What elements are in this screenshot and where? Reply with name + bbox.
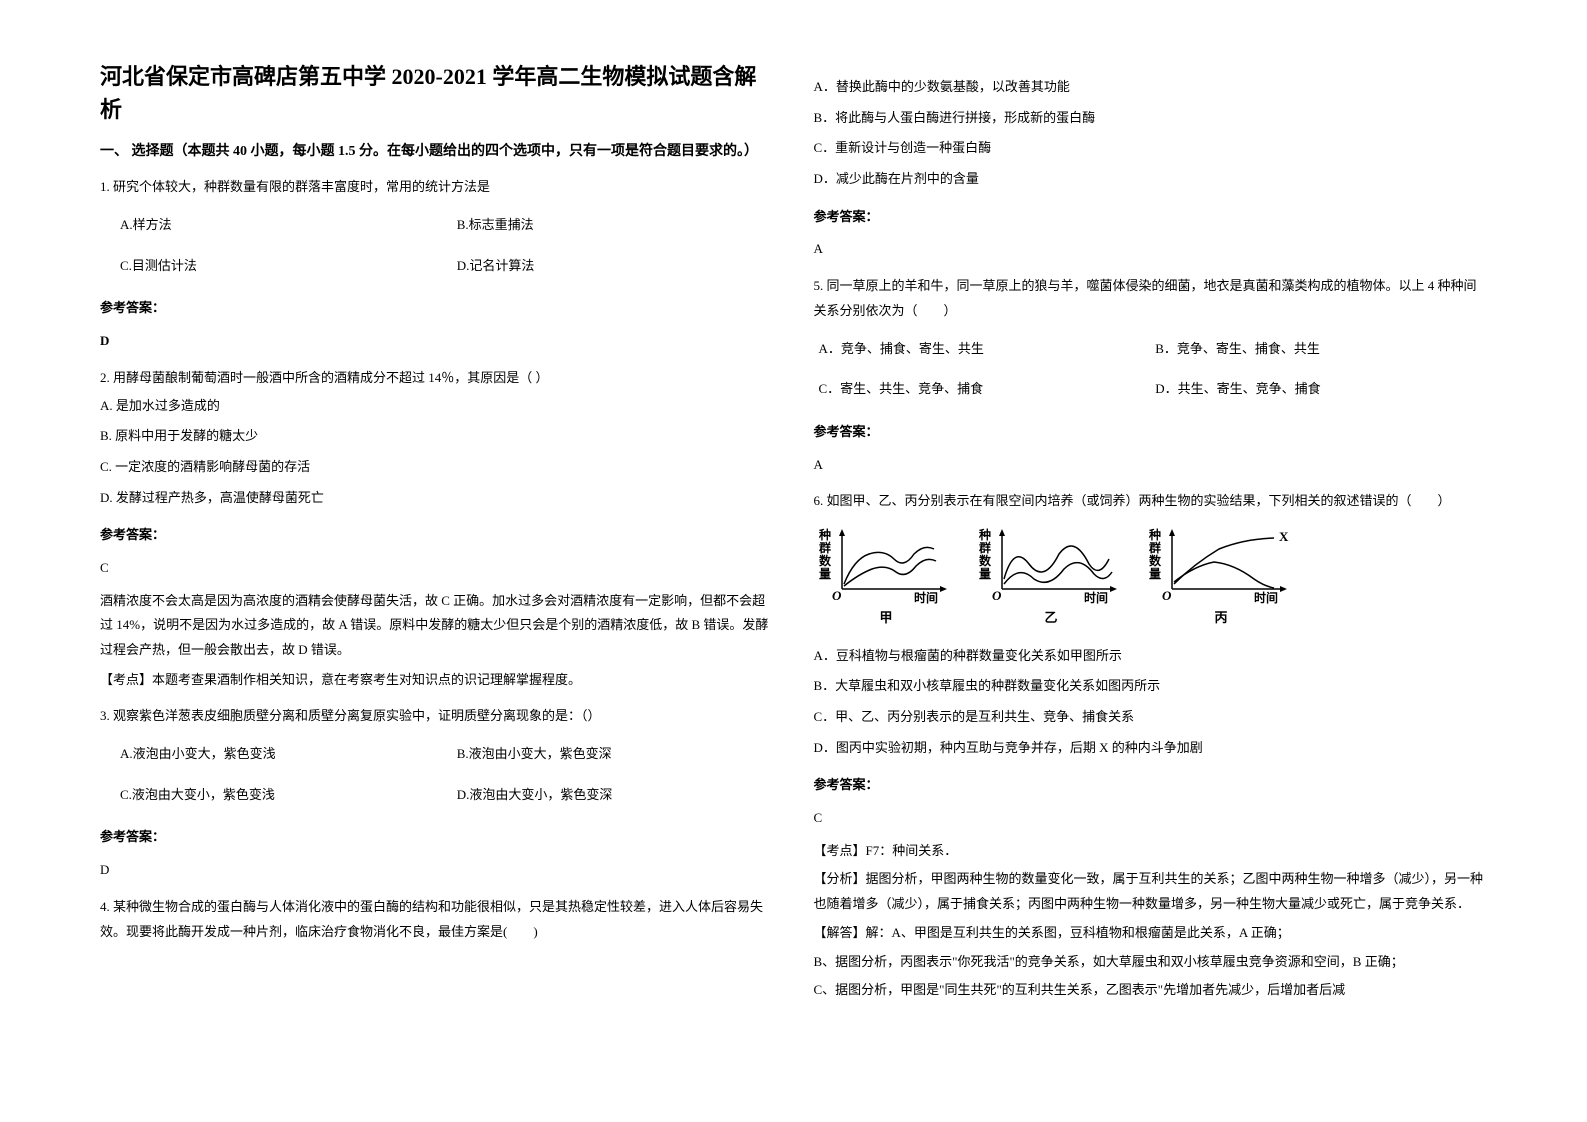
explanation-2: 【解答】解：A、甲图是互利共生的关系图，豆科植物和根瘤菌是此关系，A 正确；: [814, 921, 1488, 946]
svg-text:数: 数: [819, 553, 832, 568]
svg-text:群: 群: [978, 540, 991, 555]
svg-text:量: 量: [1149, 567, 1161, 581]
q-text: 如图甲、乙、丙分别表示在有限空间内培养（或饲养）两种生物的实验结果，下列相关的叙…: [827, 493, 1451, 508]
chart-jia: 种 群 数 量 O 时间 甲: [814, 524, 959, 631]
y-axis-label: 种: [818, 527, 831, 542]
option-c: C. 一定浓度的酒精影响酵母菌的存活: [100, 452, 774, 483]
options: A．竞争、捕食、寄生、共生 B．竞争、寄生、捕食、共生 C．寄生、共生、竞争、捕…: [814, 329, 1488, 410]
chart-label-b: 乙: [1044, 606, 1057, 631]
document-title: 河北省保定市高碑店第五中学 2020-2021 学年高二生物模拟试题含解析: [100, 60, 774, 126]
q-number: 6.: [814, 493, 824, 508]
answer-label: 参考答案：: [100, 825, 774, 850]
question-1: 1. 研究个体较大，种群数量有限的群落丰富度时，常用的统计方法是 A.样方法 B…: [100, 175, 774, 353]
option-b: B．大草履虫和双小核草履虫的种群数量变化关系如图丙所示: [814, 671, 1488, 702]
option-d: D．图丙中实验初期，种内互助与竞争并存，后期 X 的种内斗争加剧: [814, 733, 1488, 764]
options: A．替换此酶中的少数氨基酸，以改善其功能 B．将此酶与人蛋白酶进行拼接，形成新的…: [814, 72, 1488, 195]
left-column: 河北省保定市高碑店第五中学 2020-2021 学年高二生物模拟试题含解析 一、…: [80, 60, 794, 1062]
q-number: 4.: [100, 899, 110, 914]
option-b: B. 原料中用于发酵的糖太少: [100, 421, 774, 452]
q-number: 1.: [100, 179, 110, 194]
q-text: 研究个体较大，种群数量有限的群落丰富度时，常用的统计方法是: [113, 179, 490, 194]
svg-text:数: 数: [979, 553, 992, 568]
explanation-4: C、据图分析，甲图是"同生共死"的互利共生关系，乙图表示"先增加者先减少，后增加…: [814, 978, 1488, 1003]
origin-label: O: [832, 588, 842, 603]
option-a: A．豆科植物与根瘤菌的种群数量变化关系如甲图所示: [814, 641, 1488, 672]
explanation-0: 【考点】F7：种间关系．: [814, 839, 1488, 864]
explanation-2: 【考点】本题考查果酒制作相关知识，意在考察考生对知识点的识记理解掌握程度。: [100, 668, 774, 693]
svg-text:种: 种: [1148, 527, 1161, 542]
svg-text:群: 群: [1148, 540, 1161, 555]
answer-label: 参考答案：: [100, 296, 774, 321]
options: A．豆科植物与根瘤菌的种群数量变化关系如甲图所示 B．大草履虫和双小核草履虫的种…: [814, 641, 1488, 764]
option-a: A．竞争、捕食、寄生、共生: [814, 329, 1151, 370]
option-d: D．减少此酶在片剂中的含量: [814, 164, 1488, 195]
option-c: C．重新设计与创造一种蛋白酶: [814, 133, 1488, 164]
option-b: B.液泡由小变大，紫色变深: [437, 734, 774, 775]
explanation-1: 【分析】据图分析，甲图两种生物的数量变化一致，属于互利共生的关系；乙图中两种生物…: [814, 867, 1488, 916]
answer-value: D: [100, 329, 774, 354]
question-3: 3. 观察紫色洋葱表皮细胞质壁分离和质壁分离复原实验中，证明质壁分离现象的是：（…: [100, 704, 774, 882]
svg-text:数: 数: [1149, 553, 1162, 568]
question-6: 6. 如图甲、乙、丙分别表示在有限空间内培养（或饲养）两种生物的实验结果，下列相…: [814, 489, 1488, 1003]
svg-text:种: 种: [978, 527, 991, 542]
option-a: A. 是加水过多造成的: [100, 391, 774, 422]
answer-label: 参考答案：: [814, 773, 1488, 798]
question-4: 4. 某种微生物合成的蛋白酶与人体消化液中的蛋白酶的结构和功能很相似，只是其热稳…: [100, 895, 774, 944]
options: A. 是加水过多造成的 B. 原料中用于发酵的糖太少 C. 一定浓度的酒精影响酵…: [100, 391, 774, 514]
svg-text:量: 量: [979, 567, 991, 581]
x-axis-label: 时间: [914, 590, 938, 604]
answer-value: A: [814, 453, 1488, 478]
answer-value: C: [100, 556, 774, 581]
chart-label-a: 甲: [879, 606, 892, 631]
svg-text:时间: 时间: [1254, 590, 1278, 604]
svg-text:群: 群: [818, 540, 831, 555]
option-d: D．共生、寄生、竞争、捕食: [1150, 369, 1487, 410]
section-header: 一、 选择题（本题共 40 小题，每小题 1.5 分。在每小题给出的四个选项中，…: [100, 141, 774, 163]
q-number: 5.: [814, 278, 824, 293]
answer-label: 参考答案：: [814, 420, 1488, 445]
q-number: 3.: [100, 708, 110, 723]
explanation-3: B、据图分析，丙图表示"你死我活"的竞争关系，如大草履虫和双小核草履虫竞争资源和…: [814, 950, 1488, 975]
question-5: 5. 同一草原上的羊和牛，同一草原上的狼与羊，噬菌体侵染的细菌，地衣是真菌和藻类…: [814, 274, 1488, 477]
svg-text:时间: 时间: [1084, 590, 1108, 604]
option-d: D. 发酵过程产热多，高温使酵母菌死亡: [100, 483, 774, 514]
option-b: B．将此酶与人蛋白酶进行拼接，形成新的蛋白酶: [814, 103, 1488, 134]
option-c: C．甲、乙、丙分别表示的是互利共生、竞争、捕食关系: [814, 702, 1488, 733]
answer-value: A: [814, 237, 1488, 262]
chart-bing: 种 群 数 量 X O 时间 丙: [1144, 524, 1299, 631]
option-d: D.液泡由大变小，紫色变深: [437, 775, 774, 816]
answer-value: D: [100, 858, 774, 883]
option-a: A.样方法: [100, 205, 437, 246]
option-a: A.液泡由小变大，紫色变浅: [100, 734, 437, 775]
question-2: 2. 用酵母菌酿制葡萄酒时一般酒中所含的酒精成分不超过 14％，其原因是（ ） …: [100, 366, 774, 693]
options: A.液泡由小变大，紫色变浅 B.液泡由小变大，紫色变深 C.液泡由大变小，紫色变…: [100, 734, 774, 815]
option-c: C．寄生、共生、竞争、捕食: [814, 369, 1151, 410]
q-number: 2.: [100, 370, 110, 385]
svg-text:O: O: [1162, 588, 1172, 603]
answer-label: 参考答案：: [814, 205, 1488, 230]
svg-text:O: O: [992, 588, 1002, 603]
option-c: C.液泡由大变小，紫色变浅: [100, 775, 437, 816]
chart-label-c: 丙: [1214, 606, 1227, 631]
right-column: A．替换此酶中的少数氨基酸，以改善其功能 B．将此酶与人蛋白酶进行拼接，形成新的…: [794, 60, 1508, 1062]
svg-text:量: 量: [819, 567, 831, 581]
answer-value: C: [814, 806, 1488, 831]
answer-label: 参考答案：: [100, 523, 774, 548]
x-marker: X: [1279, 529, 1289, 544]
option-b: B.标志重捕法: [437, 205, 774, 246]
q-text: 某种微生物合成的蛋白酶与人体消化液中的蛋白酶的结构和功能很相似，只是其热稳定性较…: [100, 899, 763, 939]
q-text: 观察紫色洋葱表皮细胞质壁分离和质壁分离复原实验中，证明质壁分离现象的是：（）: [113, 708, 601, 723]
question-4-cont: A．替换此酶中的少数氨基酸，以改善其功能 B．将此酶与人蛋白酶进行拼接，形成新的…: [814, 72, 1488, 262]
chart-row: 种 群 数 量 O 时间 甲 种: [814, 524, 1488, 631]
explanation-1: 酒精浓度不会太高是因为高浓度的酒精会使酵母菌失活，故 C 正确。加水过多会对酒精…: [100, 589, 774, 663]
option-a: A．替换此酶中的少数氨基酸，以改善其功能: [814, 72, 1488, 103]
q-text: 同一草原上的羊和牛，同一草原上的狼与羊，噬菌体侵染的细菌，地衣是真菌和藻类构成的…: [814, 278, 1477, 318]
option-b: B．竞争、寄生、捕食、共生: [1150, 329, 1487, 370]
chart-yi: 种 群 数 量 O 时间 乙: [974, 524, 1129, 631]
options: A.样方法 B.标志重捕法 C.目测估计法 D.记名计算法: [100, 205, 774, 286]
q-text: 用酵母菌酿制葡萄酒时一般酒中所含的酒精成分不超过 14％，其原因是（ ）: [113, 370, 549, 385]
option-d: D.记名计算法: [437, 246, 774, 287]
option-c: C.目测估计法: [100, 246, 437, 287]
